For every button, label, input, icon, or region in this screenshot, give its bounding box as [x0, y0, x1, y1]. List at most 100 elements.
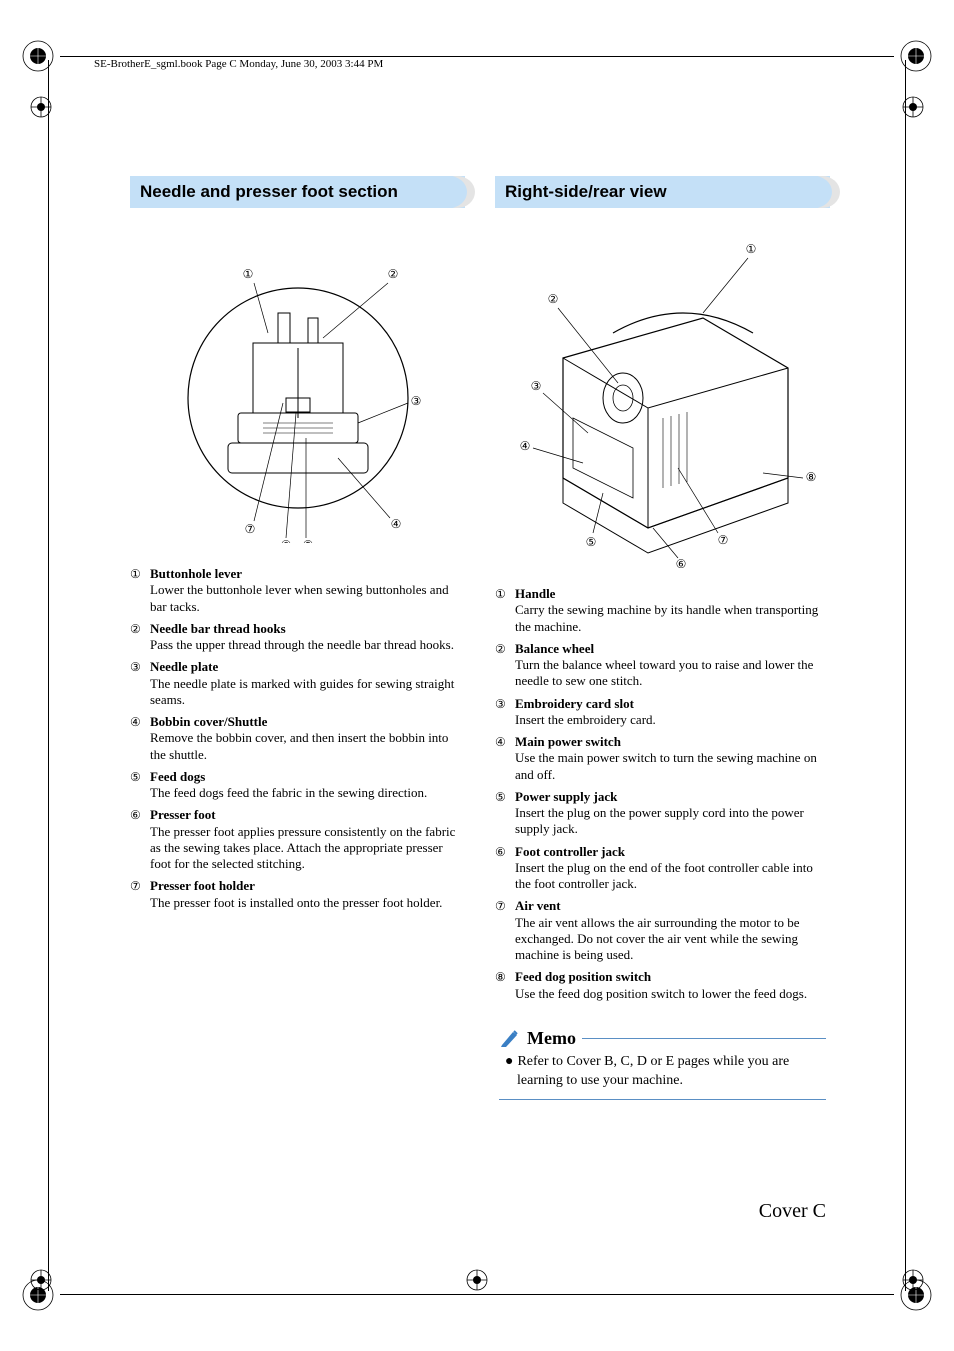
definition-title: Needle plate [150, 659, 465, 675]
definition-title: Air vent [515, 898, 830, 914]
page-content: Needle and presser foot section [130, 176, 830, 1106]
definition-number: ⑤ [130, 770, 150, 803]
reg-mark-bl [30, 1269, 52, 1291]
definition-item: ⑦Air ventThe air vent allows the air sur… [495, 898, 830, 963]
reg-mark-bc [466, 1269, 488, 1291]
definition-item: ⑥Foot controller jackInsert the plug on … [495, 844, 830, 893]
definition-number: ③ [495, 697, 515, 730]
right-definitions: ①HandleCarry the sewing machine by its h… [495, 586, 830, 1002]
definition-number: ② [495, 642, 515, 691]
left-column: Needle and presser foot section [130, 176, 465, 1106]
document-header: SE-BrotherE_sgml.book Page C Monday, Jun… [94, 58, 383, 70]
definition-number: ④ [495, 735, 515, 784]
svg-text:⑧: ⑧ [805, 470, 816, 484]
definition-number: ⑧ [495, 970, 515, 1003]
definition-desc: Insert the plug on the power supply cord… [515, 805, 830, 838]
definition-title: Buttonhole lever [150, 566, 465, 582]
definition-desc: Pass the upper thread through the needle… [150, 637, 465, 653]
left-section-header: Needle and presser foot section [130, 176, 465, 208]
definition-item: ③Embroidery card slotInsert the embroide… [495, 696, 830, 729]
definition-body: Main power switchUse the main power swit… [515, 734, 830, 783]
memo-body: Refer to Cover B, C, D or E pages while … [517, 1054, 789, 1088]
tab-shape-icon [812, 176, 848, 208]
crop-line-bottom [60, 1294, 894, 1295]
definition-body: Buttonhole leverLower the buttonhole lev… [150, 566, 465, 615]
svg-text:④: ④ [390, 517, 401, 531]
definition-title: Handle [515, 586, 830, 602]
memo-text: ● Refer to Cover B, C, D or E pages while… [499, 1053, 826, 1091]
definition-item: ③Needle plateThe needle plate is marked … [130, 659, 465, 708]
definition-number: ⑥ [130, 808, 150, 873]
definition-body: Power supply jackInsert the plug on the … [515, 789, 830, 838]
definition-title: Needle bar thread hooks [150, 621, 465, 637]
rear-view-diagram: ① ② ③ ④ ⑤ ⑥ ⑦ ⑧ [495, 228, 830, 578]
memo-rule [582, 1038, 826, 1039]
needle-foot-diagram: ① ② ③ ④ ⑤ ⑥ ⑦ [130, 228, 465, 558]
svg-text:④: ④ [519, 439, 530, 453]
reg-mark-tr [902, 96, 924, 118]
svg-text:③: ③ [530, 379, 541, 393]
definition-title: Power supply jack [515, 789, 830, 805]
crop-line-top [60, 56, 894, 57]
definition-body: Presser footThe presser foot applies pre… [150, 807, 465, 872]
definition-number: ⑤ [495, 790, 515, 839]
definition-number: ① [495, 587, 515, 636]
definition-body: Air ventThe air vent allows the air surr… [515, 898, 830, 963]
definition-desc: Turn the balance wheel toward you to rai… [515, 657, 830, 690]
tab-shape-icon [447, 176, 483, 208]
definition-title: Foot controller jack [515, 844, 830, 860]
definition-number: ① [130, 567, 150, 616]
svg-text:③: ③ [410, 394, 421, 408]
definition-title: Presser foot [150, 807, 465, 823]
definition-item: ⑤Power supply jackInsert the plug on the… [495, 789, 830, 838]
definition-title: Feed dogs [150, 769, 465, 785]
svg-text:⑥: ⑥ [675, 557, 686, 568]
definition-number: ③ [130, 660, 150, 709]
definition-title: Balance wheel [515, 641, 830, 657]
crop-line-left [48, 60, 49, 1291]
svg-text:⑤: ⑤ [585, 535, 596, 549]
memo-title: Memo [527, 1028, 576, 1049]
definition-desc: The feed dogs feed the fabric in the sew… [150, 785, 465, 801]
definition-body: Feed dogsThe feed dogs feed the fabric i… [150, 769, 465, 802]
svg-text:⑤: ⑤ [302, 538, 313, 543]
definition-item: ②Balance wheelTurn the balance wheel tow… [495, 641, 830, 690]
definition-body: Embroidery card slotInsert the embroider… [515, 696, 830, 729]
definition-number: ⑥ [495, 845, 515, 894]
svg-text:①: ① [745, 242, 756, 256]
svg-text:⑥: ⑥ [280, 538, 291, 543]
definition-number: ⑦ [130, 879, 150, 912]
definition-desc: Carry the sewing machine by its handle w… [515, 602, 830, 635]
definition-desc: Insert the plug on the end of the foot c… [515, 860, 830, 893]
corner-mark-tr [898, 38, 934, 74]
definition-item: ⑤Feed dogsThe feed dogs feed the fabric … [130, 769, 465, 802]
definition-body: Feed dog position switchUse the feed dog… [515, 969, 830, 1002]
definition-desc: The presser foot applies pressure consis… [150, 824, 465, 873]
memo-box: Memo ● Refer to Cover B, C, D or E pages … [495, 1022, 830, 1106]
left-definitions: ①Buttonhole leverLower the buttonhole le… [130, 566, 465, 911]
left-section-title: Needle and presser foot section [140, 182, 398, 202]
svg-text:②: ② [547, 292, 558, 306]
definition-item: ⑥Presser footThe presser foot applies pr… [130, 807, 465, 872]
definition-title: Presser foot holder [150, 878, 465, 894]
definition-item: ②Needle bar thread hooksPass the upper t… [130, 621, 465, 654]
svg-text:①: ① [242, 267, 253, 281]
definition-item: ①Buttonhole leverLower the buttonhole le… [130, 566, 465, 615]
definition-number: ④ [130, 715, 150, 764]
definition-desc: Use the feed dog position switch to lowe… [515, 986, 830, 1002]
definition-body: Presser foot holderThe presser foot is i… [150, 878, 465, 911]
right-section-header: Right-side/rear view [495, 176, 830, 208]
definition-number: ⑦ [495, 899, 515, 964]
definition-item: ①HandleCarry the sewing machine by its h… [495, 586, 830, 635]
definition-title: Bobbin cover/Shuttle [150, 714, 465, 730]
definition-desc: Lower the buttonhole lever when sewing b… [150, 582, 465, 615]
definition-desc: The needle plate is marked with guides f… [150, 676, 465, 709]
definition-item: ④Bobbin cover/ShuttleRemove the bobbin c… [130, 714, 465, 763]
definition-body: Bobbin cover/ShuttleRemove the bobbin co… [150, 714, 465, 763]
crop-line-right [905, 60, 906, 1291]
svg-text:⑦: ⑦ [717, 533, 728, 547]
definition-title: Main power switch [515, 734, 830, 750]
memo-bullet: ● [505, 1054, 513, 1069]
right-column: Right-side/rear view [495, 176, 830, 1106]
corner-mark-tl [20, 38, 56, 74]
